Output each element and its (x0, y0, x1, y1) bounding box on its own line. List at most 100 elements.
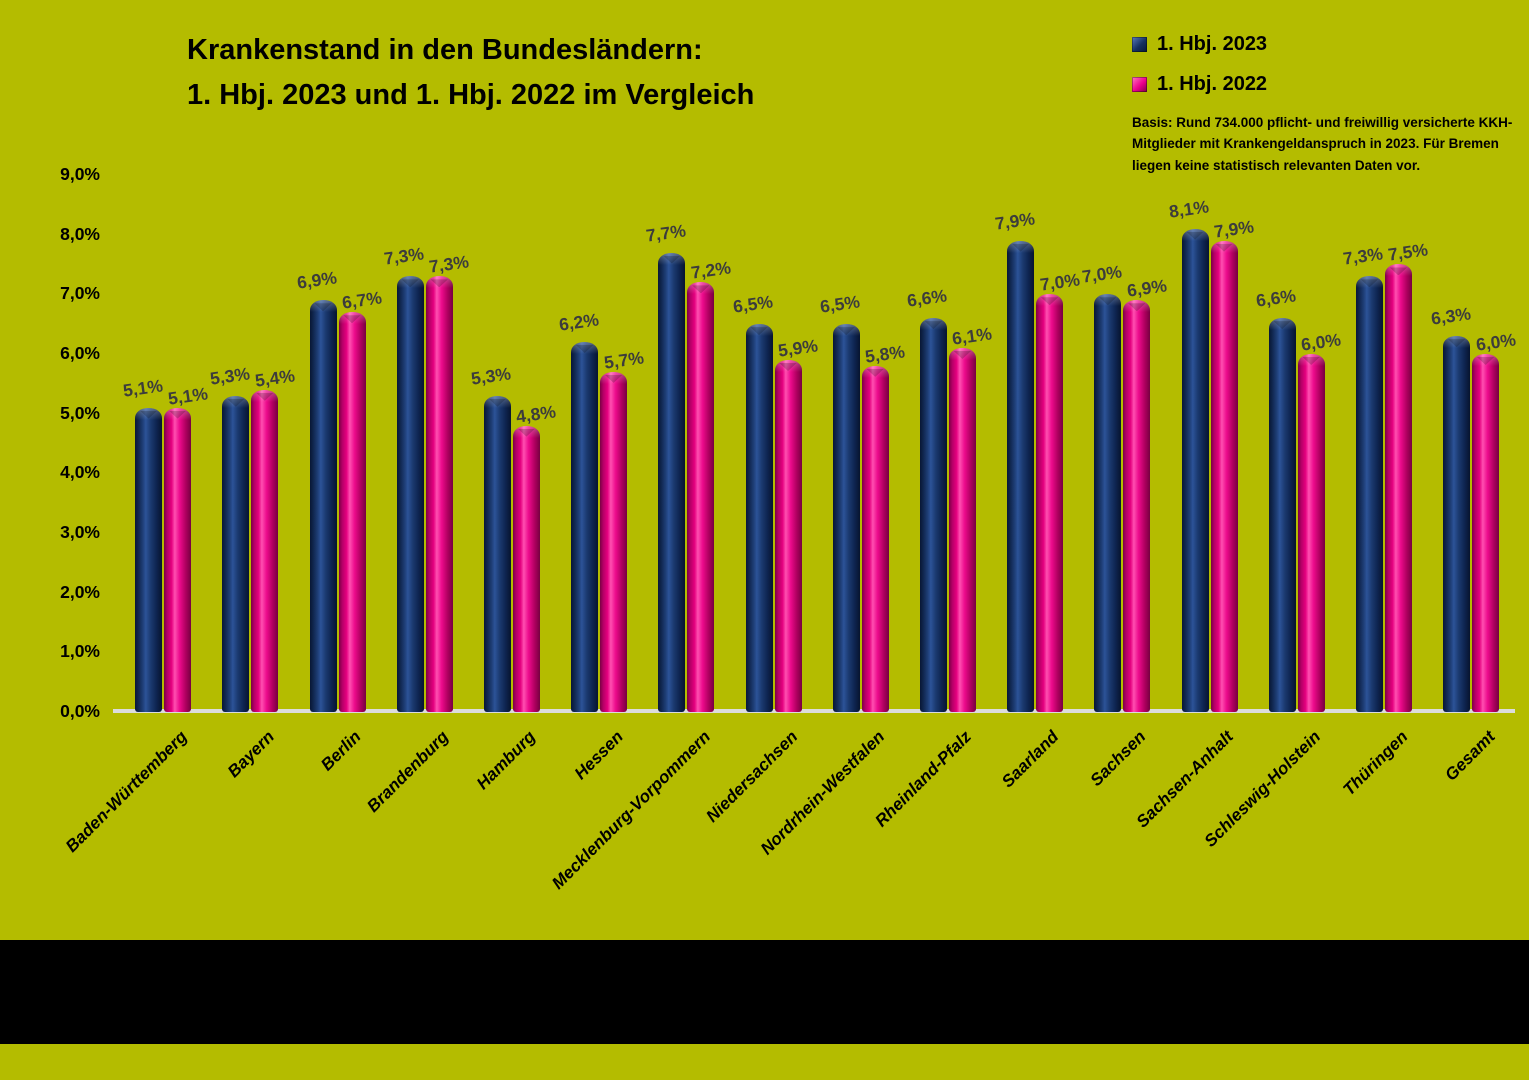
bar-value-label-2022: 6,1% (951, 323, 994, 349)
legend-label-2023: 1. Hbj. 2023 (1157, 33, 1268, 55)
bar-value-label-2022: 6,7% (340, 287, 384, 313)
chart-title-line2: 1. Hbj. 2023 und 1. Hbj. 2022 im Verglei… (187, 78, 755, 111)
category-label: Baden-Württemberg (61, 727, 191, 856)
y-tick-label: 5,0% (60, 402, 100, 423)
bar-value-label-2022: 7,0% (1038, 269, 1081, 295)
bar-2023 (658, 252, 686, 712)
category-label: Bayern (223, 727, 278, 782)
bar-value-label-2022: 7,5% (1387, 239, 1430, 266)
bar-2022 (600, 371, 628, 712)
bar-value-label-2022: 6,0% (1474, 329, 1517, 355)
bar-value-label-2023: 5,3% (208, 363, 251, 389)
bar-2022 (251, 389, 279, 712)
bar-2023 (396, 276, 424, 712)
legend-swatch-2022-icon (1132, 77, 1147, 92)
category-label: Brandenburg (363, 727, 453, 816)
bar-2023 (919, 318, 947, 712)
bar-value-label-2023: 8,1% (1167, 195, 1211, 222)
bar-2023 (1443, 336, 1471, 712)
y-tick-label: 7,0% (60, 283, 100, 304)
bar-value-label-2023: 6,9% (295, 267, 339, 293)
footer-band: KKH Kaufmännische Krankenkasse (0, 940, 1529, 1044)
category-label: Berlin (317, 727, 365, 775)
category-label: Hessen (570, 727, 627, 784)
bar-2023 (1181, 228, 1209, 712)
bar-2022 (687, 282, 715, 712)
y-tick-label: 3,0% (60, 521, 100, 542)
bar-value-label-2023: 6,5% (818, 291, 862, 317)
y-tick-label: 0,0% (60, 701, 100, 721)
bar-2023 (135, 407, 163, 712)
bar-value-label-2023: 6,6% (1254, 285, 1298, 311)
bar-value-label-2022: 7,3% (427, 251, 471, 278)
bar-value-label-2022: 5,7% (602, 347, 645, 373)
bar-2022 (948, 348, 976, 712)
bar-2023 (1007, 240, 1035, 712)
bar-2023 (1355, 276, 1383, 712)
legend: 1. Hbj. 2023 1. Hbj. 2022 (1132, 33, 1267, 113)
bar-2022 (512, 425, 540, 712)
bar-2022 (1472, 353, 1500, 712)
bar-2022 (1210, 240, 1238, 712)
chart-title-line1: Krankenstand in den Bundesländern: (187, 34, 703, 66)
category-label: Gesamt (1441, 727, 1499, 785)
y-tick-label: 2,0% (60, 581, 100, 602)
bar-value-label-2022: 4,8% (515, 400, 558, 427)
bar-2023 (745, 324, 773, 712)
bar-value-label-2023: 5,1% (121, 374, 164, 401)
bar-2022 (1297, 353, 1325, 712)
bar-value-label-2022: 7,2% (689, 257, 732, 284)
bar-value-label-2022: 5,9% (776, 335, 820, 361)
y-tick-label: 4,0% (60, 462, 100, 483)
category-label: Thüringen (1339, 727, 1412, 800)
bar-2022 (1123, 300, 1151, 712)
bar-2022 (164, 407, 192, 712)
bar-2023 (483, 395, 511, 712)
bar-2022 (1036, 294, 1064, 712)
y-tick-label: 6,0% (60, 342, 100, 363)
category-label: Niedersachsen (701, 727, 801, 826)
legend-swatch-2023-icon (1132, 37, 1147, 52)
legend-item-2023: 1. Hbj. 2023 (1132, 33, 1267, 56)
bar-value-label-2023: 7,9% (993, 207, 1036, 234)
category-label: Hamburg (473, 727, 540, 794)
category-label: Sachsen (1086, 727, 1150, 790)
bar-value-label-2022: 5,8% (863, 341, 907, 367)
y-tick-label: 8,0% (60, 223, 100, 244)
bar-2022 (1384, 264, 1412, 712)
bar-value-label-2022: 6,0% (1299, 329, 1343, 355)
bar-value-label-2023: 7,7% (644, 219, 687, 246)
bar-value-label-2023: 5,3% (470, 363, 513, 389)
bar-2023 (1268, 318, 1296, 712)
x-axis-baseline (113, 709, 1515, 713)
legend-label-2022: 1. Hbj. 2022 (1157, 73, 1268, 95)
category-label: Saarland (998, 727, 1063, 792)
bar-value-label-2023: 6,3% (1429, 303, 1472, 329)
bar-2022 (861, 365, 889, 712)
bar-2023 (1094, 294, 1122, 712)
bar-2022 (774, 359, 802, 712)
bar-value-label-2022: 5,1% (166, 382, 209, 409)
bar-value-label-2023: 6,6% (906, 285, 949, 311)
basis-note: Basis: Rund 734.000 pflicht- und freiwil… (1132, 115, 1513, 173)
y-tick-label: 9,0% (60, 163, 100, 184)
legend-item-2022: 1. Hbj. 2022 (1132, 73, 1267, 96)
chart-title: Krankenstand in den Bundesländern: 1. Hb… (187, 28, 754, 118)
bar-value-label-2023: 7,3% (1342, 243, 1385, 270)
bar-value-label-2023: 6,2% (557, 309, 600, 335)
bar-2023 (222, 395, 250, 712)
bar-value-label-2022: 6,9% (1125, 275, 1168, 301)
bar-2023 (309, 300, 337, 712)
bar-value-label-2022: 7,9% (1212, 215, 1256, 242)
bar-value-label-2022: 5,4% (253, 365, 296, 391)
bar-value-label-2023: 6,5% (731, 291, 775, 317)
bar-2022 (338, 312, 366, 712)
bar-2023 (832, 324, 860, 712)
bar-2023 (571, 342, 599, 712)
y-tick-label: 1,0% (60, 641, 100, 662)
category-label: Mecklenburg-Vorpommern (547, 727, 714, 893)
bar-2022 (425, 276, 453, 712)
bar-value-label-2023: 7,0% (1080, 261, 1123, 287)
bar-value-label-2023: 7,3% (382, 243, 426, 270)
